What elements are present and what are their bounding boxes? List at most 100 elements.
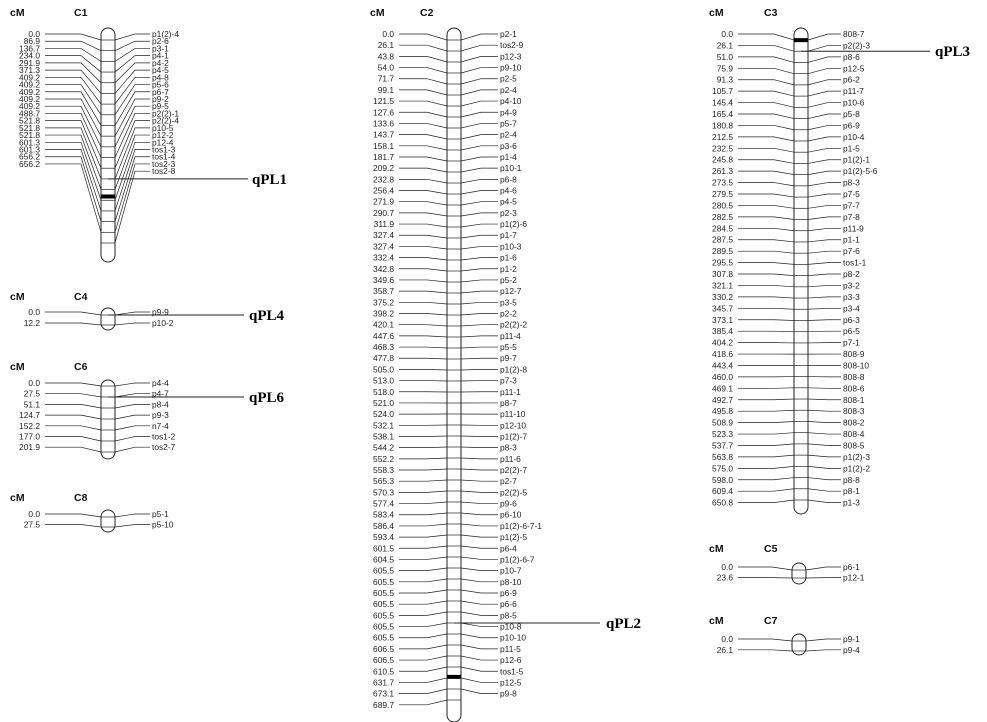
marker-label: p8-4 xyxy=(152,399,169,409)
position-label: 271.9 xyxy=(373,197,394,207)
position-connector xyxy=(45,33,102,41)
marker-connector xyxy=(460,578,498,583)
position-label: 605.5 xyxy=(373,622,394,632)
marker-connector xyxy=(114,40,150,52)
marker-label: p7-7 xyxy=(843,200,860,210)
marker-connector xyxy=(114,62,150,83)
qtl-label: qPL6 xyxy=(249,390,285,406)
position-connector xyxy=(399,446,448,449)
position-label: 0.0 xyxy=(721,562,733,572)
marker-connector xyxy=(807,499,841,503)
marker-connector xyxy=(807,398,841,401)
marker-connector xyxy=(114,524,150,528)
marker-label: p2-4 xyxy=(500,85,517,95)
position-connector xyxy=(738,296,795,299)
position-connector xyxy=(45,141,102,201)
chromosome-c2: cM C2 0.0 p2-1 26.1 tos2-9 43.8 p12-3 54.0 p9-10 7… xyxy=(370,7,641,722)
marker-label: p3-1 xyxy=(152,43,169,53)
marker-label: p10-4 xyxy=(843,132,865,142)
position-label: 43.8 xyxy=(378,51,395,61)
position-label: 256.4 xyxy=(373,186,394,196)
marker-label: tos1-5 xyxy=(500,666,524,676)
marker-connector xyxy=(460,33,498,41)
marker-connector xyxy=(460,655,498,661)
chromosome-c1: cM C1 0.0 p1(2)-4 86.9 p2-6 136.7 p3-1 234.0 p4-1… xyxy=(10,7,287,263)
position-label: 289.5 xyxy=(712,246,733,256)
marker-connector xyxy=(807,56,841,63)
marker-label: p9-9 xyxy=(152,307,169,317)
position-label: 605.5 xyxy=(373,577,394,587)
position-label: 332.4 xyxy=(373,253,394,263)
position-connector xyxy=(399,246,448,250)
marker-connector xyxy=(807,125,841,131)
position-connector xyxy=(45,127,102,180)
marker-label: p4-4 xyxy=(152,378,169,388)
position-connector xyxy=(738,387,795,389)
position-connector xyxy=(399,589,448,594)
position-label: 27.5 xyxy=(24,520,41,530)
marker-connector xyxy=(114,322,150,326)
position-label: 212.5 xyxy=(712,132,733,142)
marker-label: p6-1 xyxy=(843,562,860,572)
position-connector xyxy=(399,190,448,195)
position-connector xyxy=(738,147,795,153)
position-label: 385.4 xyxy=(712,326,733,336)
position-label: 209.2 xyxy=(373,163,394,173)
position-connector xyxy=(738,45,795,52)
position-connector xyxy=(399,134,448,140)
marker-connector xyxy=(460,512,498,516)
marker-label: tos1-4 xyxy=(152,152,176,162)
position-connector xyxy=(399,523,448,527)
position-connector xyxy=(399,290,448,294)
marker-connector xyxy=(114,393,150,398)
marker-label: p3-4 xyxy=(843,303,860,313)
marker-connector xyxy=(807,147,841,153)
position-connector xyxy=(45,425,102,431)
position-connector xyxy=(738,398,795,401)
position-label: 505.0 xyxy=(373,364,394,374)
position-connector xyxy=(399,268,448,272)
position-connector xyxy=(738,102,795,108)
position-label: 409.2 xyxy=(19,87,40,97)
marker-label: p3-5 xyxy=(500,297,517,307)
position-connector xyxy=(45,105,102,147)
marker-connector xyxy=(460,246,498,250)
marker-label: p9-6 xyxy=(500,499,517,509)
position-label: 469.1 xyxy=(712,383,733,393)
position-label: 418.6 xyxy=(712,349,733,359)
position-connector xyxy=(399,688,448,694)
position-label: 521.0 xyxy=(373,398,394,408)
marker-connector xyxy=(807,33,841,41)
marker-label: 808-9 xyxy=(843,349,865,359)
marker-label: p12-10 xyxy=(500,420,526,430)
position-connector xyxy=(738,90,795,97)
position-connector xyxy=(399,644,448,650)
position-label: 0.0 xyxy=(721,634,733,644)
marker-connector xyxy=(460,335,498,338)
position-connector xyxy=(738,250,795,254)
position-label: 404.2 xyxy=(712,338,733,348)
marker-connector xyxy=(807,307,841,310)
marker-label: p1-5 xyxy=(843,143,860,153)
position-label: 409.2 xyxy=(19,94,40,104)
marker-connector xyxy=(805,638,841,642)
position-connector xyxy=(399,123,448,129)
marker-connector xyxy=(460,279,498,283)
position-label: 232.8 xyxy=(373,174,394,184)
position-connector xyxy=(738,239,795,243)
marker-connector xyxy=(460,111,498,118)
position-connector xyxy=(45,436,102,442)
position-label: 605.5 xyxy=(373,588,394,598)
marker-connector xyxy=(460,324,498,327)
position-label: 0.0 xyxy=(28,509,40,519)
position-label: 0.0 xyxy=(28,378,40,388)
position-label: 0.0 xyxy=(382,29,394,39)
position-connector xyxy=(738,432,795,435)
marker-label: p7-5 xyxy=(843,189,860,199)
marker-connector xyxy=(460,666,498,672)
marker-label: p5-10 xyxy=(152,520,174,530)
marker-connector xyxy=(460,268,498,272)
marker-label: p2-5 xyxy=(500,74,517,84)
position-label: 330.2 xyxy=(712,292,733,302)
marker-label: p10-1 xyxy=(500,163,522,173)
